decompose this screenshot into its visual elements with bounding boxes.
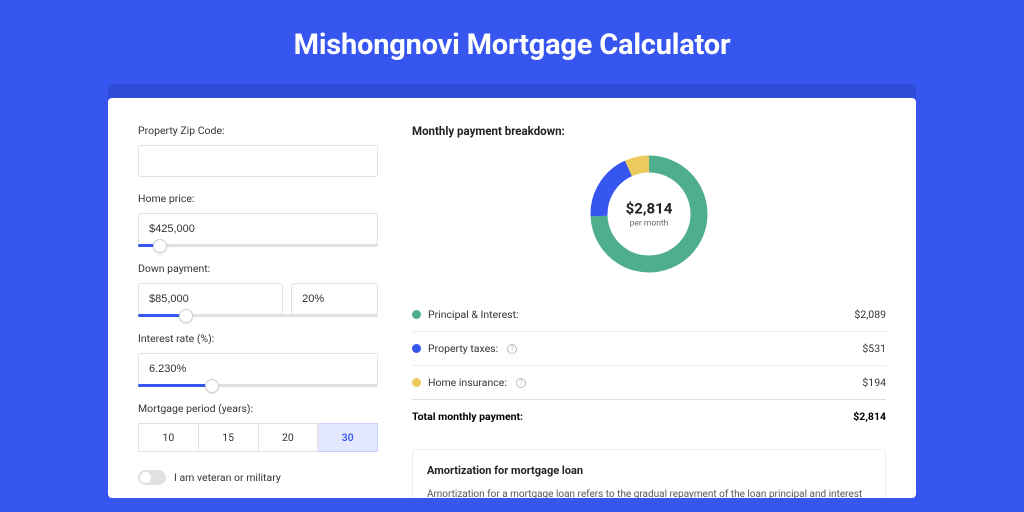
interest-slider[interactable] <box>138 384 378 387</box>
donut-sub: per month <box>626 219 673 229</box>
home-price-input[interactable] <box>138 213 378 245</box>
donut-wrap: $2,814 per month <box>412 152 886 276</box>
donut-chart: $2,814 per month <box>587 152 711 276</box>
interest-field: Interest rate (%): <box>138 332 378 387</box>
legend-value: $2,089 <box>854 308 886 321</box>
period-button-20[interactable]: 20 <box>259 423 319 452</box>
zip-input[interactable] <box>138 145 378 177</box>
veteran-toggle[interactable] <box>138 470 166 485</box>
legend-value: $194 <box>862 376 886 389</box>
total-value: $2,814 <box>853 410 886 423</box>
page-header: Mishongnovi Mortgage Calculator <box>0 0 1024 84</box>
help-icon[interactable]: ? <box>507 344 517 354</box>
interest-input[interactable] <box>138 353 378 385</box>
period-label: Mortgage period (years): <box>138 402 378 415</box>
card-shadow: Property Zip Code: Home price: Down paym… <box>108 84 916 498</box>
home-price-label: Home price: <box>138 192 378 205</box>
interest-label: Interest rate (%): <box>138 332 378 345</box>
amortization-card: Amortization for mortgage loan Amortizat… <box>412 449 886 498</box>
legend-row-1: Property taxes:? $531 <box>412 332 886 366</box>
calculator-card: Property Zip Code: Home price: Down paym… <box>108 98 916 498</box>
breakdown-title: Monthly payment breakdown: <box>412 124 886 138</box>
amortization-text: Amortization for a mortgage loan refers … <box>427 487 871 498</box>
period-field: Mortgage period (years): 10152030 <box>138 402 378 452</box>
legend-row-0: Principal & Interest: $2,089 <box>412 298 886 332</box>
period-button-30[interactable]: 30 <box>318 423 378 452</box>
legend-dot-icon <box>412 378 421 387</box>
period-button-10[interactable]: 10 <box>138 423 199 452</box>
legend-row-2: Home insurance:? $194 <box>412 366 886 399</box>
zip-field: Property Zip Code: <box>138 124 378 177</box>
veteran-row: I am veteran or military <box>138 470 378 485</box>
form-column: Property Zip Code: Home price: Down paym… <box>138 124 378 498</box>
legend-dot-icon <box>412 344 421 353</box>
legend-value: $531 <box>862 342 886 355</box>
donut-amount: $2,814 <box>626 200 673 218</box>
legend-label: Home insurance: <box>428 376 507 389</box>
page-title: Mishongnovi Mortgage Calculator <box>0 28 1024 62</box>
down-payment-label: Down payment: <box>138 262 378 275</box>
donut-center: $2,814 per month <box>626 200 673 229</box>
home-price-slider[interactable] <box>138 244 378 247</box>
home-price-field: Home price: <box>138 192 378 247</box>
down-payment-field: Down payment: <box>138 262 378 317</box>
breakdown-column: Monthly payment breakdown: $2,814 per mo… <box>412 124 886 498</box>
legend-list: Principal & Interest: $2,089 Property taxe… <box>412 298 886 399</box>
veteran-label: I am veteran or military <box>174 471 281 484</box>
period-button-group: 10152030 <box>138 423 378 452</box>
total-row: Total monthly payment: $2,814 <box>412 399 886 433</box>
period-button-15[interactable]: 15 <box>199 423 259 452</box>
zip-label: Property Zip Code: <box>138 124 378 137</box>
total-label: Total monthly payment: <box>412 410 523 423</box>
legend-label: Property taxes: <box>428 342 498 355</box>
legend-label: Principal & Interest: <box>428 308 519 321</box>
amortization-title: Amortization for mortgage loan <box>427 464 871 477</box>
down-payment-pct-input[interactable] <box>291 283 378 315</box>
down-payment-slider[interactable] <box>138 314 378 317</box>
legend-dot-icon <box>412 310 421 319</box>
help-icon[interactable]: ? <box>516 378 526 388</box>
down-payment-input[interactable] <box>138 283 283 315</box>
